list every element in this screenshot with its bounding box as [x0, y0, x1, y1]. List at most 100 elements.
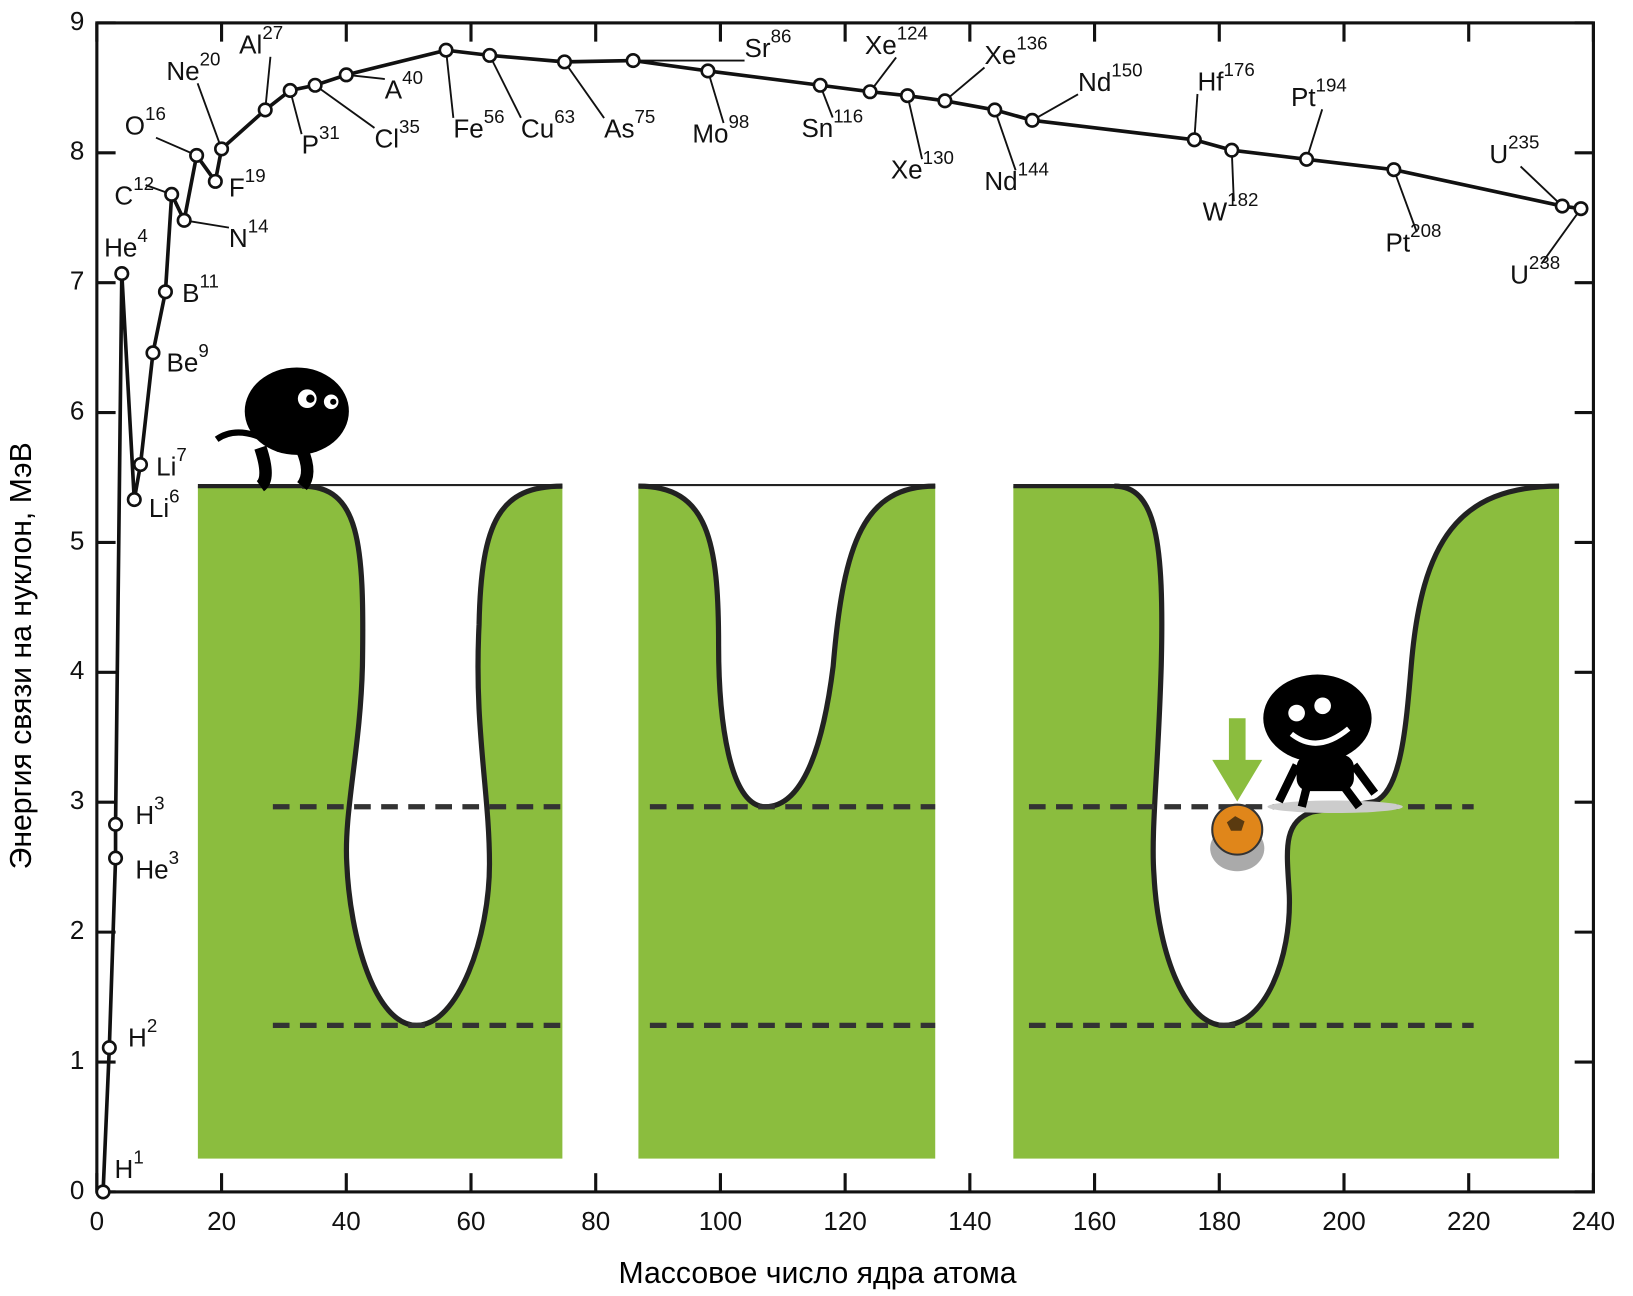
mass-number: 2 — [147, 1015, 157, 1036]
element-symbol: B — [182, 278, 199, 308]
data-point — [1026, 114, 1038, 126]
element-symbol: He — [104, 233, 137, 263]
mass-number: 3 — [154, 792, 164, 813]
data-point — [134, 458, 146, 470]
leader-line — [907, 96, 922, 159]
data-point — [165, 188, 177, 200]
mass-number: 235 — [1508, 132, 1539, 153]
point-label: Sn116 — [801, 105, 863, 142]
chart: 0123456789020406080100120140160180200220… — [0, 0, 1633, 1296]
character-worried — [217, 367, 349, 486]
point-label: Be9 — [167, 340, 209, 377]
x-tick-label: 140 — [948, 1206, 991, 1236]
mass-number: 75 — [634, 106, 655, 127]
element-symbol: U — [1510, 259, 1529, 289]
data-point — [1388, 163, 1400, 175]
element-symbol: F — [229, 173, 245, 203]
point-label: H2 — [128, 1015, 157, 1052]
point-label: C12 — [114, 173, 154, 210]
x-tick-label: 200 — [1322, 1206, 1365, 1236]
x-tick-label: 240 — [1572, 1206, 1615, 1236]
element-symbol: As — [604, 113, 634, 143]
element-symbol: Hf — [1197, 66, 1224, 96]
data-point — [209, 175, 221, 187]
element-symbol: He — [135, 855, 168, 885]
leader-line — [708, 71, 724, 123]
x-tick-label: 40 — [332, 1206, 361, 1236]
point-label: Cu63 — [521, 106, 575, 143]
x-tick-label: 20 — [207, 1206, 236, 1236]
leader-line — [945, 68, 985, 101]
data-point — [284, 84, 296, 96]
x-axis-title: Массовое число ядра атома — [619, 1257, 1017, 1290]
data-point — [440, 44, 452, 56]
element-symbol: Ne — [166, 56, 199, 86]
y-tick-label: 3 — [70, 785, 84, 815]
mass-number: 56 — [484, 106, 505, 127]
element-symbol: Al — [239, 29, 262, 59]
point-label: U235 — [1489, 132, 1539, 169]
leader-line — [1032, 94, 1078, 120]
mass-number: 27 — [262, 22, 283, 43]
mass-number: 14 — [248, 216, 269, 237]
data-point — [97, 1186, 109, 1198]
mass-number: 40 — [402, 67, 423, 88]
element-symbol: Nd — [1078, 67, 1111, 97]
point-label: Li6 — [149, 485, 180, 522]
point-label: Cl35 — [374, 116, 419, 153]
mass-number: 194 — [1316, 74, 1347, 95]
mass-number: 1 — [133, 1147, 143, 1168]
data-point — [814, 79, 826, 91]
mass-number: 144 — [1018, 158, 1049, 179]
data-point — [109, 818, 121, 830]
element-symbol: Li — [156, 452, 176, 482]
data-point — [109, 852, 121, 864]
point-label: Hf176 — [1197, 59, 1254, 96]
element-symbol: A — [385, 74, 403, 104]
x-tick-label: 220 — [1447, 1206, 1490, 1236]
data-point — [989, 104, 1001, 116]
data-point — [215, 143, 227, 155]
point-label: Nd144 — [984, 158, 1049, 195]
data-point — [259, 104, 271, 116]
x-tick-label: 0 — [90, 1206, 104, 1236]
point-label: Sr86 — [745, 26, 792, 63]
y-tick-label: 8 — [70, 136, 84, 166]
data-point — [178, 214, 190, 226]
illustration — [198, 367, 1559, 1158]
mass-number: 7 — [176, 444, 186, 465]
point-label: Li7 — [156, 444, 187, 481]
y-tick-label: 1 — [70, 1045, 84, 1075]
mass-number: 238 — [1529, 252, 1560, 273]
mass-number: 12 — [133, 173, 154, 194]
mass-number: 116 — [833, 105, 863, 126]
y-tick-label: 5 — [70, 525, 84, 555]
y-tick-label: 4 — [70, 655, 84, 685]
element-symbol: Sn — [801, 113, 833, 143]
mass-number: 20 — [200, 48, 221, 69]
mass-number: 150 — [1111, 59, 1142, 80]
element-symbol: Mo — [692, 118, 728, 148]
element-symbol: Cl — [374, 123, 399, 153]
mass-number: 98 — [728, 111, 749, 132]
x-tick-label: 160 — [1073, 1206, 1116, 1236]
element-symbol: H — [115, 1154, 134, 1184]
point-label: Al27 — [239, 22, 283, 59]
mass-number: 31 — [319, 122, 340, 143]
point-label: Fe56 — [453, 106, 504, 143]
element-symbol: Xe — [891, 155, 923, 185]
mass-number: 176 — [1224, 59, 1255, 80]
point-label: Ne20 — [166, 48, 220, 85]
data-point — [939, 95, 951, 107]
point-label: W182 — [1203, 189, 1259, 226]
element-symbol: U — [1489, 139, 1508, 169]
data-point — [864, 85, 876, 97]
element-symbol: Nd — [984, 166, 1017, 196]
mass-number: 6 — [169, 485, 179, 506]
data-point — [1226, 144, 1238, 156]
element-symbol: Li — [149, 493, 169, 523]
element-symbol: Xe — [984, 40, 1016, 70]
element-symbol: Be — [167, 347, 199, 377]
data-point — [159, 286, 171, 298]
y-tick-label: 2 — [70, 915, 84, 945]
